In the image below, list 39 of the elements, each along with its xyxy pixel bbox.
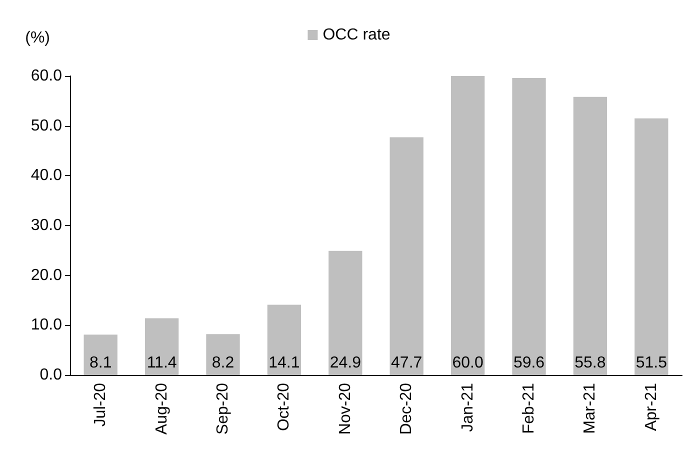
- bar: [328, 250, 362, 375]
- x-tick-label: Oct-20: [276, 382, 293, 432]
- bar: [634, 118, 668, 375]
- x-tick-label: Apr-21: [642, 382, 660, 432]
- y-tick-label: 40.0: [30, 167, 62, 184]
- x-tick-label: Sep-20: [214, 382, 232, 435]
- x-tick-label: Jul-20: [92, 382, 110, 427]
- legend-label: OCC rate: [322, 26, 390, 44]
- data-label: 59.6: [513, 354, 545, 372]
- data-label: 60.0: [452, 354, 484, 372]
- data-label: 11.4: [146, 354, 177, 372]
- data-label: 8.2: [212, 354, 234, 372]
- x-tick-label: Jan-21: [459, 382, 476, 432]
- x-tick-label: Feb-21: [520, 382, 538, 434]
- y-tick-label: 10.0: [30, 316, 62, 334]
- bar: [512, 78, 546, 375]
- bar: [144, 318, 179, 375]
- y-tick-label: 50.0: [30, 117, 62, 134]
- bar: [267, 304, 302, 375]
- bar: [573, 96, 608, 375]
- bar: [206, 334, 240, 375]
- y-axis-title: (%): [25, 30, 50, 46]
- data-label: 24.9: [330, 354, 362, 372]
- y-tick-label: 30.0: [30, 217, 62, 234]
- data-label: 14.1: [268, 354, 300, 372]
- y-tick-label: 0.0: [40, 366, 62, 384]
- data-label: 51.5: [636, 354, 668, 372]
- data-label: 8.1: [89, 354, 112, 372]
- x-tick-label: Mar-21: [582, 382, 599, 434]
- y-tick-label: 60.0: [30, 68, 62, 84]
- bar: [84, 334, 118, 375]
- data-label: 55.8: [574, 354, 606, 372]
- data-label: 47.7: [391, 354, 422, 372]
- bar: [390, 137, 424, 375]
- x-tick-label: Aug-20: [153, 382, 170, 435]
- x-tick-label: Nov-20: [336, 382, 354, 435]
- y-tick-label: 20.0: [30, 266, 62, 284]
- x-tick-label: Dec-20: [398, 382, 416, 435]
- bar: [450, 76, 485, 375]
